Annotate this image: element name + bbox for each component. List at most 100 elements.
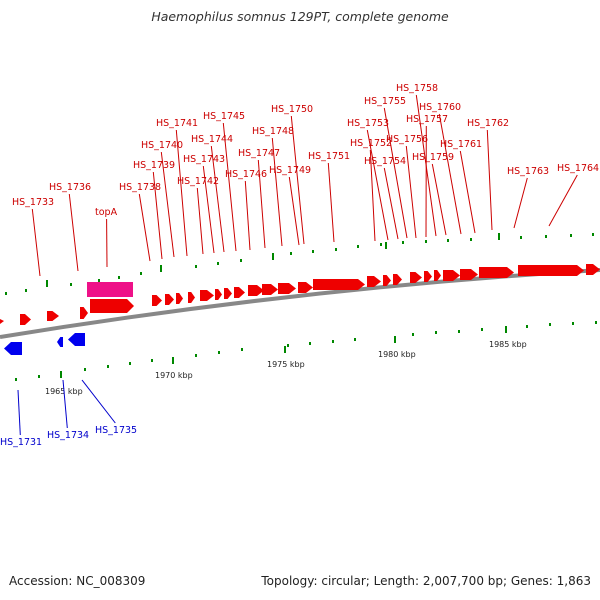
forward-gene-arrow — [367, 276, 381, 287]
gene-highlight-topa — [87, 282, 133, 297]
gene-label-hs-1733: HS_1733 — [12, 197, 54, 208]
gene-label-hs-1747: HS_1747 — [238, 148, 280, 159]
gene-labels: HS_1733HS_1736topAHS_1738HS_1739HS_1740H… — [0, 83, 599, 448]
tick-mark — [385, 242, 387, 249]
tick-dot — [520, 236, 522, 239]
leader-hs-1742 — [196, 187, 204, 255]
leader-hs-1734 — [62, 379, 68, 429]
leader-hs-1740 — [160, 151, 175, 258]
gene-label-hs-1751: HS_1751 — [308, 151, 350, 162]
forward-gene-arrow — [434, 270, 441, 281]
leader-hs-1760 — [438, 113, 462, 235]
tick-dot — [435, 331, 437, 334]
scale-tick-1965-kbp — [60, 371, 62, 378]
scale-tick-1985-kbp — [505, 326, 507, 333]
tick-dot — [218, 351, 220, 354]
forward-gene-arrow — [313, 279, 365, 290]
leader-hs-1753 — [366, 129, 389, 241]
leader-hs-1761 — [459, 150, 476, 234]
genome-backbone — [0, 268, 600, 339]
page-title: Haemophilus somnus 129PT, complete genom… — [151, 9, 449, 24]
gene-label-hs-1734: HS_1734 — [47, 430, 89, 441]
forward-gene-arrow — [90, 299, 134, 313]
tick-dot — [458, 330, 460, 333]
tick-dot — [470, 238, 472, 241]
forward-gene-arrow — [383, 275, 391, 286]
tick-dot — [526, 325, 528, 328]
reverse-gene-arrow — [68, 333, 85, 346]
leader-hs-1744 — [210, 145, 225, 253]
tick-dot — [5, 292, 7, 295]
tick-dot — [425, 240, 427, 243]
tick-dot — [312, 250, 314, 253]
gene-features — [0, 264, 600, 355]
forward-gene-arrow — [248, 285, 264, 296]
leader-hs-1747 — [257, 159, 266, 249]
tick-dot — [140, 272, 142, 275]
forward-gene-arrow — [20, 314, 31, 325]
tick-dot — [15, 378, 17, 381]
gene-label-hs-1739: HS_1739 — [133, 160, 175, 171]
tick-mark — [46, 280, 48, 287]
gene-label-hs-1735: HS_1735 — [95, 425, 137, 436]
leader-hs-1755 — [383, 107, 408, 239]
forward-gene-arrow — [393, 274, 402, 285]
gene-label-hs-1750: HS_1750 — [271, 104, 313, 115]
tick-dot — [481, 328, 483, 331]
leader-hs-1759 — [431, 163, 447, 236]
leader-hs-1741 — [175, 129, 188, 257]
forward-gene-arrow — [200, 290, 214, 301]
leader-hs-1731 — [17, 389, 21, 436]
forward-gene-arrow — [479, 267, 514, 278]
leader-hs-1763 — [513, 177, 528, 229]
forward-gene-arrow — [410, 272, 422, 283]
tick-dot — [354, 338, 356, 341]
leader-hs-1739 — [152, 171, 163, 260]
tick-dot — [402, 241, 404, 244]
tick-dot — [570, 234, 572, 237]
gene-label-hs-1763: HS_1763 — [507, 166, 549, 177]
gene-label-hs-1731: HS_1731 — [0, 437, 42, 448]
forward-gene-arrow — [443, 270, 460, 281]
tick-dot — [195, 354, 197, 357]
scale-tick-1970-kbp — [172, 357, 174, 364]
forward-gene-arrow — [47, 311, 59, 321]
gene-label-hs-1755: HS_1755 — [364, 96, 406, 107]
forward-gene-arrow — [298, 282, 313, 293]
genome-summary-text: Topology: circular; Length: 2,007,700 bp… — [261, 574, 591, 588]
leader-hs-1749 — [288, 176, 300, 246]
forward-gene-arrow — [518, 265, 584, 276]
scale-label-1980-kbp: 1980 kbp — [378, 350, 416, 359]
gene-label-hs-1761: HS_1761 — [440, 139, 482, 150]
leader-hs-1743 — [202, 165, 215, 254]
leader-hs-1762 — [486, 129, 493, 231]
leader-hs-1758 — [415, 94, 437, 237]
gene-label-hs-1738: HS_1738 — [119, 182, 161, 193]
forward-gene-arrow — [424, 271, 432, 282]
gene-label-hs-1764: HS_1764 — [557, 163, 599, 174]
tick-dot — [217, 262, 219, 265]
forward-gene-arrow — [0, 319, 4, 324]
tick-dot — [380, 243, 382, 246]
tick-mark — [498, 233, 500, 240]
forward-gene-arrow — [262, 284, 278, 295]
forward-gene-arrow — [188, 292, 195, 303]
gene-label-hs-1752: HS_1752 — [350, 138, 392, 149]
tick-dot — [195, 265, 197, 268]
accession-text: Accession: NC_008309 — [9, 574, 146, 588]
forward-gene-arrow — [152, 295, 162, 306]
tick-dot — [309, 342, 311, 345]
leader-hs-1745 — [222, 122, 237, 252]
leader-hs-1756 — [405, 145, 417, 239]
tick-dot — [25, 289, 27, 292]
tick-dot — [549, 323, 551, 326]
tick-dot — [107, 365, 109, 368]
gene-label-hs-1760: HS_1760 — [419, 102, 461, 113]
tick-mark — [160, 265, 162, 272]
scale-tick-1980-kbp — [394, 336, 396, 343]
forward-gene-arrow — [80, 307, 88, 319]
gene-label-hs-1745: HS_1745 — [203, 111, 245, 122]
forward-gene-arrow — [165, 294, 174, 305]
outer-tick-dots — [5, 233, 597, 381]
